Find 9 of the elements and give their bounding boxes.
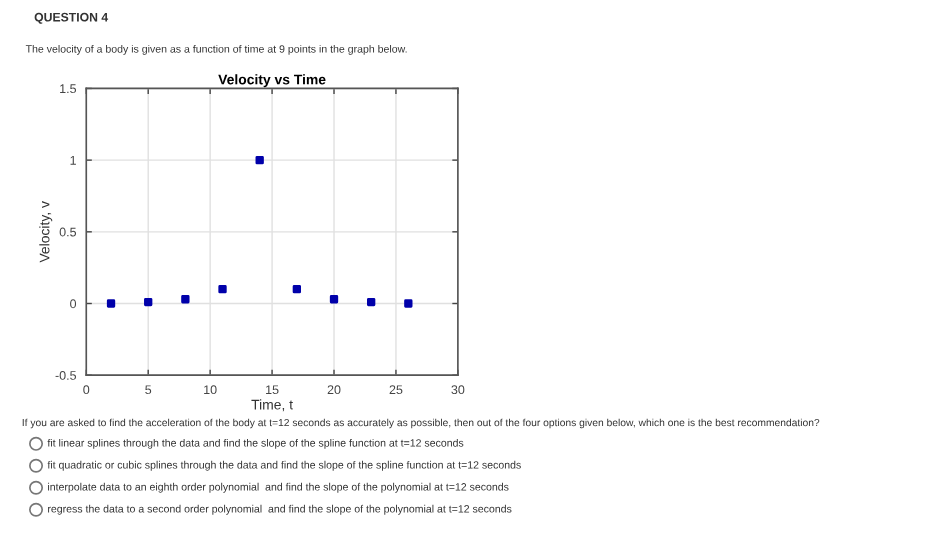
- point: [292, 285, 302, 294]
- point: [367, 297, 376, 307]
- point: [144, 297, 153, 307]
- point: [181, 295, 190, 304]
- point: [404, 299, 413, 308]
- point: [106, 299, 116, 308]
- point: [218, 285, 227, 294]
- point: [329, 295, 339, 304]
- point: [255, 155, 264, 165]
